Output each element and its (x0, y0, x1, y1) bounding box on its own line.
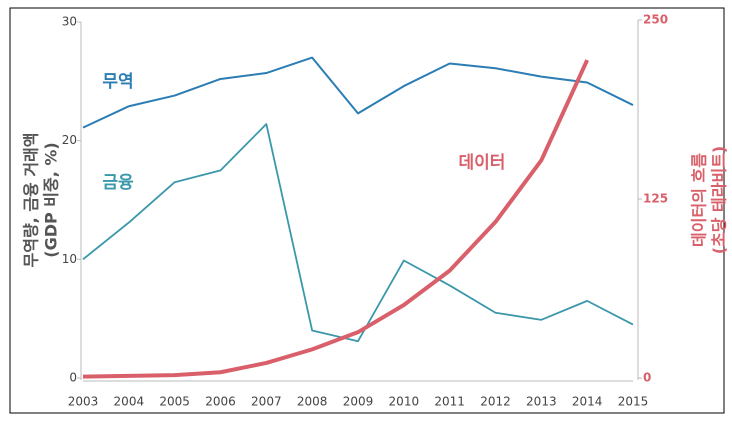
x-tick-label: 2012 (480, 395, 511, 409)
series-line (82, 123, 634, 343)
axis-title: 데이터의 흐름 (690, 153, 709, 247)
x-tick-label: 2011 (434, 395, 465, 409)
series-label: 금융 (102, 173, 134, 193)
x-tick-label: 2009 (343, 395, 374, 409)
series-line (82, 56, 634, 129)
series-label: 데이터 (459, 153, 506, 173)
frame (9, 7, 725, 414)
x-tick-label: 2015 (618, 395, 649, 409)
y-tick-label: 0 (69, 371, 77, 385)
y2-tick-label: 0 (643, 371, 651, 385)
series-label: 무역 (102, 72, 133, 92)
x-tick-label: 2004 (114, 395, 145, 409)
x-tick-label: 2007 (251, 395, 282, 409)
y2-tick-label: 125 (643, 192, 668, 206)
x-tick-label: 2013 (526, 395, 557, 409)
y2-tick-label: 250 (643, 13, 668, 27)
x-tick-label: 2005 (159, 395, 190, 409)
axis-title: (초당 테라비트) (710, 146, 729, 255)
y-tick-label: 10 (62, 252, 77, 266)
x-tick-label: 2014 (572, 395, 603, 409)
x-tick-label: 2008 (297, 395, 328, 409)
y-tick-label: 30 (62, 15, 77, 29)
x-tick-label: 2006 (205, 395, 236, 409)
axis-title: (GDP 비중, %) (42, 142, 61, 257)
x-tick-label: 2010 (389, 395, 420, 409)
axis-title: 무역량, 금융 거래액 (22, 133, 41, 268)
series-line (82, 59, 589, 379)
x-tick-label: 2003 (68, 395, 99, 409)
y-tick-label: 20 (62, 133, 77, 147)
